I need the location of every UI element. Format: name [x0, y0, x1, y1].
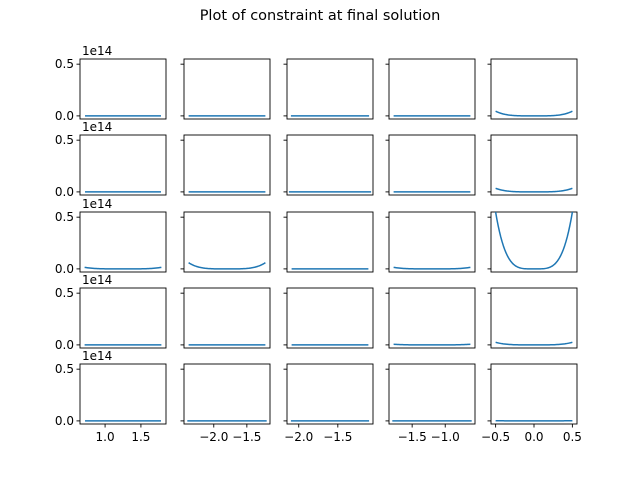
x-tick-label: −1.5	[323, 430, 352, 444]
subplot-4-0: 0.0 0.5 1e14 1.0 1.5	[55, 349, 166, 444]
subplot-4-3: −1.5 −1.0	[386, 364, 476, 444]
y-tick-label: 0.0	[55, 185, 74, 199]
subplot-0-0: 0.0 0.5 1e14	[55, 44, 166, 123]
subplot-1-4	[488, 135, 578, 195]
y-tick-label: 0.5	[55, 210, 74, 224]
subplot-3-1	[181, 288, 271, 348]
subplot-2-1	[181, 212, 271, 272]
axes-frame	[184, 135, 270, 195]
axes-frame	[184, 212, 270, 272]
subplot-0-4	[488, 59, 578, 119]
y-tick-label: 0.0	[55, 338, 74, 352]
axes-frame	[287, 59, 373, 119]
subplot-3-0: 0.0 0.5 1e14	[55, 273, 166, 352]
axes-frame	[184, 364, 270, 424]
y-tick-label: 0.5	[55, 133, 74, 147]
y-tick-label: 0.0	[55, 109, 74, 123]
y-offset-text: 1e14	[82, 44, 112, 58]
constraint-line	[394, 344, 471, 345]
axes-frame	[80, 364, 166, 424]
axes-frame	[491, 364, 577, 424]
subplot-0-2	[284, 59, 374, 119]
subplot-2-2	[284, 212, 374, 272]
subplot-1-3	[386, 135, 476, 195]
axes-frame	[491, 212, 577, 272]
x-tick-label: −1.5	[398, 430, 427, 444]
subplot-2-0: 0.0 0.5 1e14	[55, 197, 166, 276]
axes-frame	[389, 288, 475, 348]
y-tick-label: 0.0	[55, 262, 74, 276]
figure-title: Plot of constraint at final solution	[0, 8, 640, 24]
subplot-1-0: 0.0 0.5 1e14	[55, 120, 166, 199]
axes-frame	[287, 288, 373, 348]
subplot-1-1	[181, 135, 271, 195]
axes-frame	[184, 288, 270, 348]
subplot-4-1: −2.0 −1.5	[181, 364, 271, 444]
x-tick-label: −2.0	[199, 430, 228, 444]
y-offset-text: 1e14	[82, 197, 112, 211]
x-tick-label: 1.0	[96, 430, 115, 444]
y-tick-label: 0.0	[55, 414, 74, 428]
x-tick-label: −2.0	[284, 430, 313, 444]
subplot-3-4	[488, 288, 578, 348]
constraint-line	[394, 267, 471, 269]
axes-frame	[491, 288, 577, 348]
subplot-4-4: −0.5 0.0 0.5	[481, 364, 582, 444]
y-offset-text: 1e14	[82, 349, 112, 363]
y-tick-label: 0.5	[55, 57, 74, 71]
subplot-4-2: −2.0 −1.5	[284, 364, 374, 444]
y-offset-text: 1e14	[82, 273, 112, 287]
subplot-0-1	[181, 59, 271, 119]
x-tick-label: −1.0	[431, 430, 460, 444]
constraint-line	[189, 263, 266, 269]
constraint-line	[496, 188, 573, 192]
subplot-2-4	[488, 212, 578, 272]
axes-frame	[389, 364, 475, 424]
axes-frame	[80, 59, 166, 119]
y-offset-text: 1e14	[82, 120, 112, 134]
axes-frame	[80, 212, 166, 272]
x-tick-label: 1.5	[131, 430, 150, 444]
axes-frame	[184, 59, 270, 119]
constraint-line	[496, 212, 573, 269]
x-tick-label: −0.5	[481, 430, 510, 444]
axes-frame	[389, 59, 475, 119]
x-tick-label: 0.0	[524, 430, 543, 444]
axes-frame	[287, 364, 373, 424]
x-tick-label: 0.5	[563, 430, 582, 444]
subplot-0-3	[386, 59, 476, 119]
y-tick-label: 0.5	[55, 286, 74, 300]
axes-frame	[491, 135, 577, 195]
subplot-1-2	[284, 135, 374, 195]
subplot-3-3	[386, 288, 476, 348]
axes-frame	[389, 135, 475, 195]
constraint-line	[496, 342, 573, 345]
axes-frame	[491, 59, 577, 119]
x-tick-label: −1.5	[232, 430, 261, 444]
constraint-line	[85, 267, 162, 269]
axes-frame	[287, 135, 373, 195]
subplot-2-3	[386, 212, 476, 272]
axes-frame	[80, 135, 166, 195]
y-tick-label: 0.5	[55, 362, 74, 376]
axes-frame	[287, 212, 373, 272]
subplot-3-2	[284, 288, 374, 348]
constraint-line	[496, 111, 573, 116]
axes-frame	[80, 288, 166, 348]
axes-frame	[389, 212, 475, 272]
